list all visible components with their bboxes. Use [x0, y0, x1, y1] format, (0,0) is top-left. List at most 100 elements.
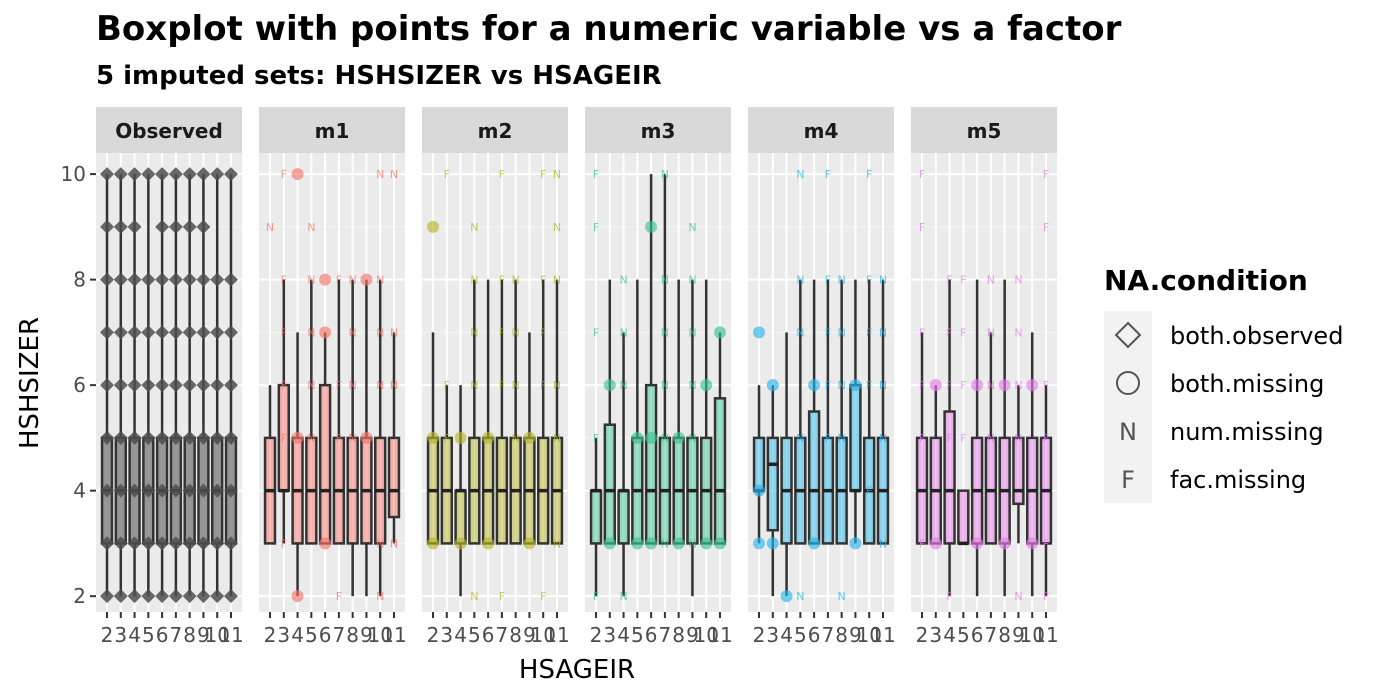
point-fac-missing: F [593, 168, 599, 181]
point-both-observed [113, 430, 128, 445]
circle-icon [1116, 371, 1140, 395]
point-fac-missing: F [593, 590, 599, 603]
point-both-observed [155, 483, 170, 498]
point-both-observed [210, 378, 225, 393]
point-both-observed [182, 589, 197, 604]
point-both-observed [155, 378, 170, 393]
y-tick-label: 4 [73, 479, 86, 503]
legend-key-background [1104, 407, 1152, 455]
point-both-missing [753, 537, 766, 550]
x-tick-label: 9 [1012, 623, 1025, 647]
point-fac-missing: F [919, 221, 925, 234]
x-tick-label: 7 [985, 623, 998, 647]
point-fac-missing: F [281, 537, 287, 550]
point-both-observed [168, 219, 183, 234]
point-fac-missing: F [444, 168, 450, 181]
box-m4-9 [849, 279, 862, 544]
point-both-observed [196, 167, 211, 182]
point-fac-missing: F [866, 274, 872, 287]
point-fac-missing: F [499, 168, 505, 181]
point-both-missing [753, 484, 766, 497]
point-fac-missing: F [946, 379, 952, 392]
box-m5-4 [943, 279, 956, 597]
strip-label: m4 [804, 119, 839, 143]
box-body [387, 436, 401, 519]
point-both-observed [182, 536, 197, 551]
point-fac-missing: F [1043, 432, 1049, 445]
box-body [752, 436, 766, 492]
box-m2-10 [536, 279, 550, 545]
x-tick-label: 6 [808, 623, 821, 647]
point-num-missing: N [838, 432, 846, 445]
point-both-observed [113, 219, 128, 234]
point-both-missing [849, 537, 862, 550]
x-tick-label: 7 [170, 623, 183, 647]
point-both-observed [223, 430, 238, 445]
point-num-missing: N [512, 432, 520, 445]
point-both-observed [100, 219, 115, 234]
point-num-missing: N [838, 590, 846, 603]
point-fac-missing: F [336, 379, 342, 392]
point-num-missing: N [688, 326, 696, 339]
point-both-observed [155, 325, 170, 340]
point-num-missing: N [688, 221, 696, 234]
x-tick-label: 9 [360, 623, 373, 647]
x-tick-label: 2 [753, 623, 766, 647]
point-fac-missing: F [825, 432, 831, 445]
x-tick-label: 11 [870, 623, 895, 647]
point-num-missing: N [470, 379, 478, 392]
point-num-missing: N [376, 168, 384, 181]
point-fac-missing: F [825, 168, 831, 181]
point-both-missing [631, 431, 644, 444]
point-both-missing [631, 537, 644, 550]
point-both-observed [182, 430, 197, 445]
point-num-missing: N [349, 274, 357, 287]
legend-key-background [1104, 455, 1152, 503]
point-num-missing: N [879, 274, 887, 287]
point-both-observed [182, 378, 197, 393]
box-body [1012, 436, 1025, 506]
x-tick-label: 11 [218, 623, 243, 647]
point-num-missing: N [1014, 274, 1022, 287]
point-both-observed [155, 272, 170, 287]
point-both-observed [155, 167, 170, 182]
x-tick-label: 4 [128, 623, 141, 647]
point-both-missing [672, 431, 685, 444]
point-fac-missing: F [336, 590, 342, 603]
point-fac-missing: F [866, 485, 872, 498]
point-both-observed [210, 536, 225, 551]
point-both-observed [127, 167, 142, 182]
box-body [603, 423, 617, 545]
point-num-missing: N [987, 432, 995, 445]
box-body [957, 489, 970, 545]
box-m1-2 [263, 385, 277, 545]
point-both-observed [155, 430, 170, 445]
y-tick-label: 10 [61, 162, 86, 186]
point-num-missing: N [553, 274, 561, 287]
point-both-observed [196, 483, 211, 498]
point-fac-missing: F [1043, 379, 1049, 392]
point-num-missing: N [838, 326, 846, 339]
point-both-observed [223, 536, 238, 551]
point-both-missing [645, 431, 658, 444]
x-tick-label: 6 [645, 623, 658, 647]
point-both-observed [141, 589, 156, 604]
box-m3-2 [589, 437, 603, 597]
point-num-missing: N [349, 326, 357, 339]
point-both-observed [141, 483, 156, 498]
box-m5-2 [915, 332, 929, 545]
point-fac-missing: F [1043, 221, 1049, 234]
point-num-missing: N [553, 537, 561, 550]
point-both-observed [100, 167, 115, 182]
x-tick-label: 10 [856, 623, 881, 647]
x-tick-label: 5 [468, 623, 481, 647]
box-body [849, 383, 862, 492]
point-num-missing: N [512, 274, 520, 287]
point-num-missing: N [661, 537, 669, 550]
point-fac-missing: F [946, 590, 952, 603]
point-both-missing [753, 326, 766, 339]
strip-m3 [585, 107, 731, 153]
